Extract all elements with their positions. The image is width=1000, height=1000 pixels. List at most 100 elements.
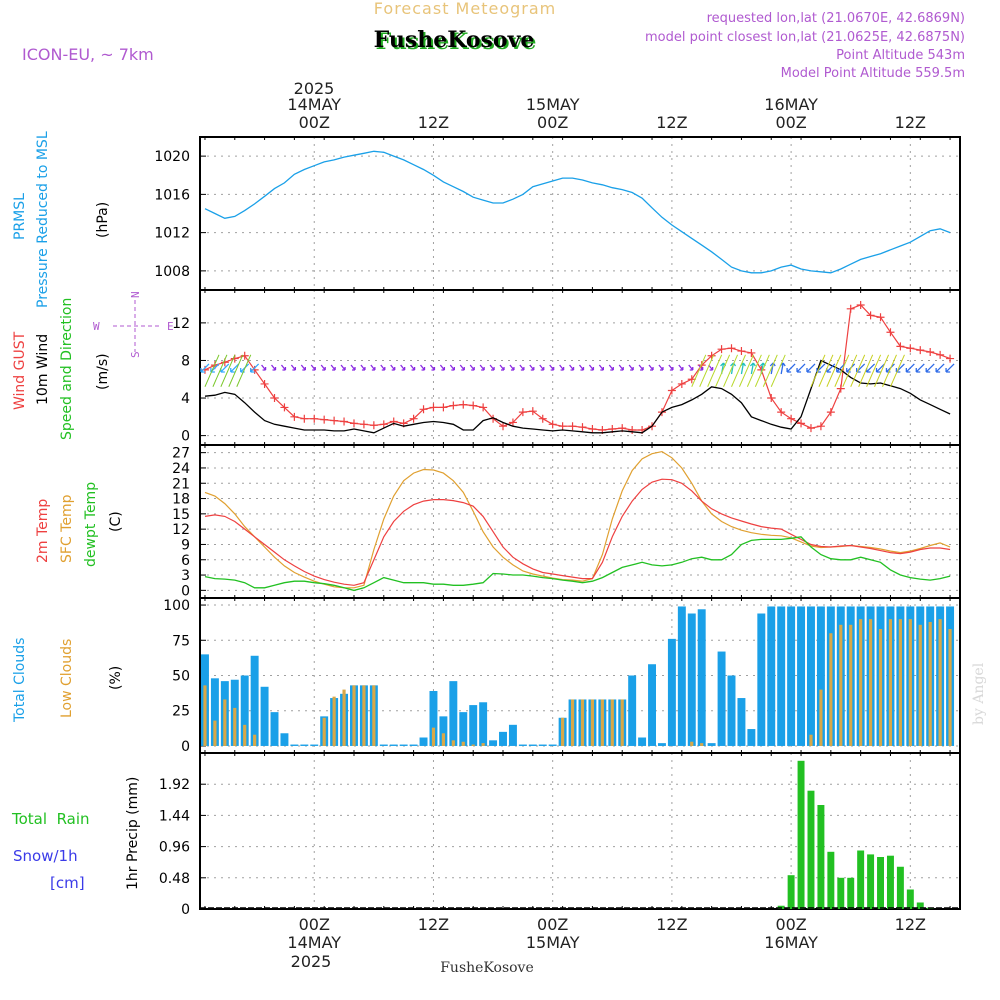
- gust-marker: [628, 425, 637, 434]
- wind-arrow: [479, 364, 485, 371]
- wind-arrow: [320, 364, 326, 371]
- wind-arrow: [648, 364, 654, 371]
- gust-marker: [260, 379, 269, 388]
- wind-arrow: [578, 364, 585, 371]
- y-tick-label: 1016: [154, 187, 190, 203]
- y-tick-label: 0.96: [159, 840, 190, 856]
- temp-labels: 2m Temp SFC Temp dewpt Temp (C): [35, 482, 124, 567]
- gust-marker: [508, 418, 517, 427]
- total-cloud-bar: [707, 743, 716, 746]
- wind-gust-line: [204, 304, 951, 431]
- wind-hatch-line: [746, 354, 762, 387]
- model-altitude: Model Point Altitude 559.5m: [781, 66, 965, 81]
- closest-point: model point closest lon,lat (21.0625E, 4…: [645, 30, 965, 45]
- total-cloud-bar: [240, 675, 249, 746]
- wind-hatch-line: [842, 354, 858, 387]
- bottom-date-label: 14MAY: [287, 933, 341, 952]
- wind-arrow: [380, 364, 386, 371]
- wind-hatch-line: [738, 354, 754, 387]
- gust-marker: [330, 416, 339, 425]
- gust-marker: [866, 311, 875, 320]
- wind-arrow: [469, 364, 475, 371]
- y-tick-label: 24: [172, 461, 190, 477]
- cloud-unit: (%): [108, 666, 124, 690]
- low-cloud-bar: [610, 699, 614, 746]
- gust-marker: [797, 419, 806, 428]
- total-cloud-bar: [439, 716, 448, 746]
- total-cloud-bar: [499, 731, 507, 746]
- y-tick-label: 1008: [154, 264, 190, 280]
- snow-unit-label: [cm]: [50, 874, 85, 892]
- y-tick-label: 9: [181, 537, 190, 553]
- wind-arrow: [588, 364, 595, 371]
- bottom-time-label: 12Z: [656, 915, 687, 934]
- y-tick-label: 50: [172, 669, 190, 685]
- y-tick-label: 8: [181, 353, 190, 369]
- gust-marker: [250, 365, 259, 374]
- low-cloud-bar: [213, 720, 217, 746]
- rain-bar: [827, 851, 835, 909]
- total-cloud-bar: [528, 744, 537, 746]
- prmsl-sub-label: Pressure Reduced to MSL: [35, 131, 51, 308]
- wind-arrow: [598, 364, 605, 371]
- y-tick-label: 3: [181, 568, 190, 584]
- temp-sfc-label: SFC Temp: [59, 494, 75, 563]
- wind-arrow: [529, 364, 535, 371]
- wind-arrow: [796, 363, 806, 373]
- gust-marker: [429, 403, 438, 412]
- wind-arrow: [638, 364, 644, 371]
- precip-panel: 0 0.48 0.96 1.44 1.92: [159, 752, 961, 918]
- gust-marker: [568, 422, 577, 431]
- gust-marker: [677, 379, 686, 388]
- gust-marker: [906, 344, 915, 353]
- low-cloud-bar: [700, 743, 704, 746]
- low-cloud-bar: [849, 624, 853, 746]
- low-cloud-bar: [352, 685, 356, 746]
- low-cloud-bar: [938, 619, 942, 746]
- total-cloud-bar: [777, 606, 786, 746]
- low-cloud-bar: [332, 696, 336, 746]
- low-cloud-bar: [461, 741, 465, 746]
- low-cloud-bar: [481, 743, 485, 746]
- y-tick-label: 25: [172, 704, 190, 720]
- wind-arrow: [300, 364, 306, 371]
- low-cloud-bar: [362, 685, 366, 746]
- rain-bar: [916, 902, 924, 909]
- low-cloud-bar: [580, 699, 585, 746]
- rain-bar: [847, 877, 855, 909]
- model-name: ICON-EU, ~ 7km: [22, 45, 154, 64]
- total-clouds-label: Total Clouds: [12, 638, 28, 723]
- y-tick-label: 0: [181, 583, 190, 599]
- gust-marker: [320, 415, 329, 424]
- wind-arrow: [875, 363, 885, 373]
- wind-unit: (m/s): [95, 353, 111, 390]
- point-altitude: Point Altitude 543m: [836, 48, 965, 63]
- wind-gust-label: Wind GUST: [12, 331, 28, 410]
- wind-hatch-line: [212, 354, 228, 387]
- total-cloud-bar: [687, 613, 696, 746]
- total-cloud-bar: [648, 664, 656, 746]
- total-cloud-bar: [697, 609, 706, 746]
- wind-arrow: [678, 364, 684, 371]
- wind-arrow: [290, 364, 297, 371]
- wind-arrow: [340, 364, 346, 371]
- gust-marker: [280, 403, 289, 412]
- rain-bar: [886, 855, 894, 909]
- total-cloud-bar: [280, 733, 289, 746]
- low-cloud-bar: [600, 699, 604, 746]
- low-cloud-bar: [839, 624, 843, 746]
- top-date-label: 16MAY: [764, 95, 818, 114]
- clouds-panel: 0 25 50 75 100: [163, 597, 961, 755]
- wind-arrow: [539, 364, 545, 371]
- low-cloud-bar: [918, 624, 922, 746]
- y-tick-label: 0: [181, 739, 190, 755]
- low-cloud-bar: [868, 619, 873, 746]
- product-title: Forecast Meteogram: [374, 0, 556, 18]
- snow-label: Snow/1h: [13, 847, 78, 865]
- wind-hatch-line: [204, 354, 220, 387]
- wind-arrow: [569, 364, 575, 371]
- gust-marker: [667, 386, 676, 395]
- low-cloud-bar: [690, 741, 694, 746]
- gust-marker: [499, 422, 508, 431]
- wind-hatch-line: [834, 354, 850, 387]
